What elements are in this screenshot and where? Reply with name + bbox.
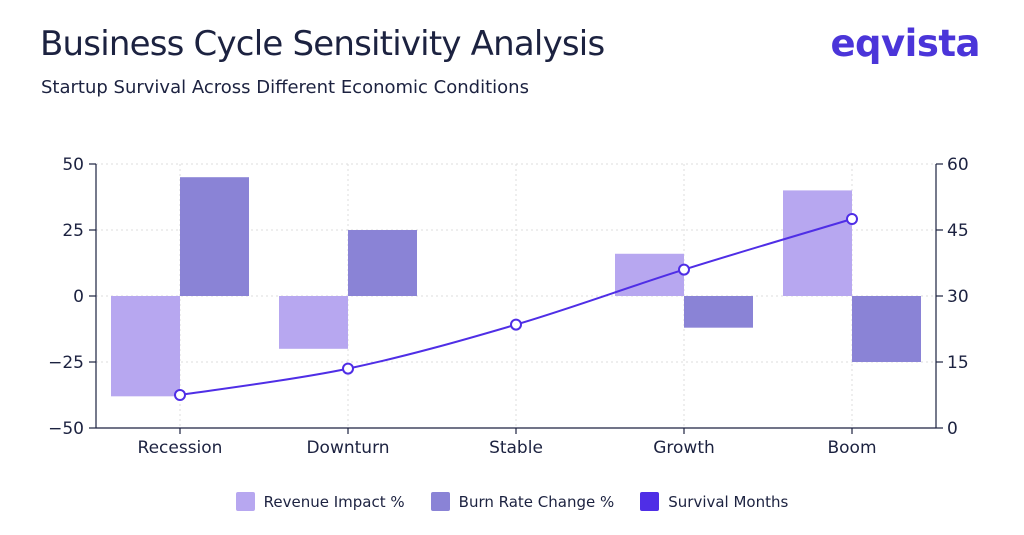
left-axis-tick-label: −25 — [48, 353, 84, 373]
right-axis-tick-label: 15 — [947, 353, 969, 373]
eqvista-logo: eqvista — [830, 22, 980, 65]
legend-label-burn-rate-change: Burn Rate Change % — [458, 492, 615, 511]
bar-burn-rate-change-growth — [684, 296, 753, 328]
chart-title: Business Cycle Sensitivity Analysis — [40, 24, 605, 64]
survival-point-boom — [846, 213, 858, 225]
legend-swatch-revenue-impact — [235, 492, 255, 511]
x-axis-tick-label: Stable — [489, 438, 543, 458]
right-axis-tick-label: 45 — [947, 221, 969, 241]
right-axis-tick-label: 0 — [947, 419, 958, 439]
left-axis-tick-label: 25 — [62, 221, 84, 241]
bar-burn-rate-change-boom — [852, 296, 921, 362]
left-axis-tick-label: −50 — [48, 419, 84, 439]
bar-burn-rate-change-recession — [180, 177, 249, 296]
right-axis-tick-label: 60 — [947, 155, 969, 175]
x-axis-tick-label: Growth — [653, 438, 715, 458]
legend-item-revenue-impact[interactable]: Revenue Impact % — [235, 492, 405, 511]
survival-point-downturn — [342, 362, 354, 375]
left-axis-tick-label: 50 — [62, 155, 84, 175]
legend-swatch-burn-rate-change — [430, 492, 450, 511]
x-axis-tick-label: Downturn — [306, 438, 389, 458]
bar-revenue-impact-boom — [783, 190, 852, 296]
x-axis-tick-label: Recession — [138, 438, 223, 458]
survival-point-stable — [510, 318, 522, 331]
legend-swatch-survival-months — [640, 492, 660, 511]
bar-revenue-impact-recession — [111, 296, 180, 397]
survival-point-recession — [174, 389, 186, 401]
legend-item-burn-rate-change[interactable]: Burn Rate Change % — [430, 492, 615, 511]
bar-burn-rate-change-downturn — [348, 230, 417, 296]
chart-legend: Revenue Impact % Burn Rate Change % Surv… — [0, 492, 1024, 511]
bar-revenue-impact-downturn — [279, 296, 348, 349]
legend-label-revenue-impact: Revenue Impact % — [263, 492, 405, 511]
x-axis-tick-label: Boom — [827, 438, 876, 458]
left-axis-tick-label: 0 — [73, 287, 84, 307]
survival-point-growth — [678, 263, 690, 276]
chart-subtitle: Startup Survival Across Different Econom… — [41, 77, 529, 98]
right-axis-tick-label: 30 — [947, 287, 969, 307]
legend-label-survival-months: Survival Months — [668, 492, 789, 511]
legend-item-survival-months[interactable]: Survival Months — [640, 492, 788, 511]
